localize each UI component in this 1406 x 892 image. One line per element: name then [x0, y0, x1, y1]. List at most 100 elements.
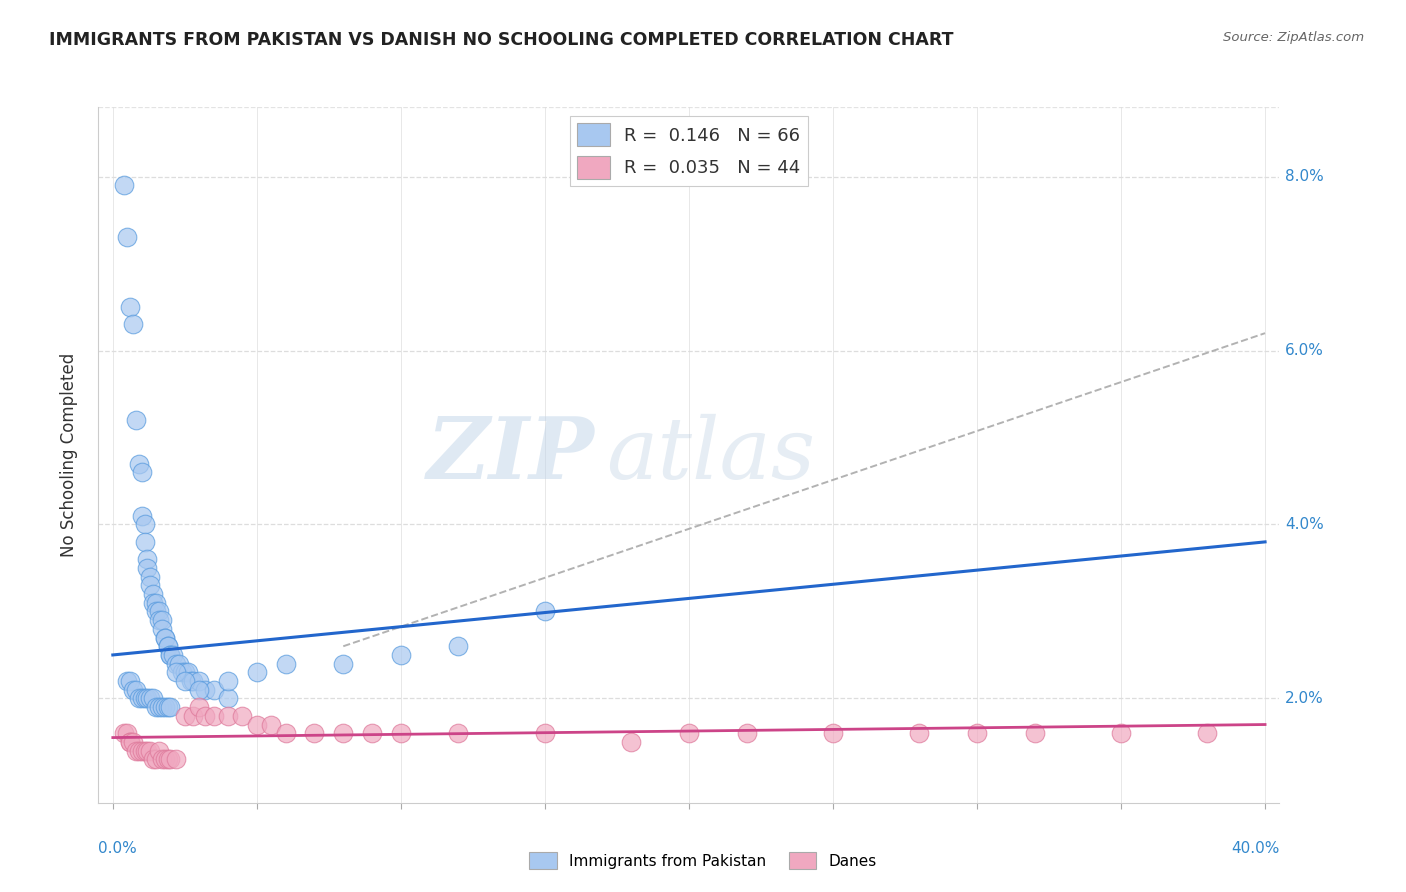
Point [361, 726, 384, 740]
Point [153, 631, 176, 645]
Point [112, 178, 135, 193]
Point [159, 648, 181, 662]
Point [678, 726, 700, 740]
Point [156, 639, 179, 653]
Point [150, 622, 173, 636]
Point [183, 674, 205, 689]
Point [145, 752, 167, 766]
Point [159, 700, 181, 714]
Point [120, 735, 142, 749]
Point [150, 752, 173, 766]
Point [153, 752, 176, 766]
Point [332, 657, 354, 671]
Point [966, 726, 988, 740]
Point [122, 318, 145, 332]
Point [274, 726, 297, 740]
Point [131, 691, 153, 706]
Point [134, 517, 156, 532]
Text: atlas: atlas [606, 414, 815, 496]
Point [128, 457, 150, 471]
Point [1024, 726, 1046, 740]
Point [534, 726, 557, 740]
Point [145, 596, 167, 610]
Point [217, 708, 239, 723]
Point [246, 717, 269, 731]
Point [180, 674, 202, 689]
Text: 4.0%: 4.0% [1285, 517, 1324, 532]
Point [120, 735, 142, 749]
Point [202, 708, 225, 723]
Point [153, 631, 176, 645]
Point [112, 726, 135, 740]
Point [153, 700, 176, 714]
Point [217, 674, 239, 689]
Point [173, 665, 195, 680]
Point [159, 648, 181, 662]
Point [188, 682, 211, 697]
Point [122, 682, 145, 697]
Point [188, 674, 211, 689]
Point [136, 744, 159, 758]
Point [139, 691, 162, 706]
Point [156, 752, 179, 766]
Point [170, 665, 193, 680]
Point [156, 639, 179, 653]
Point [177, 665, 200, 680]
Point [1197, 726, 1219, 740]
Point [136, 561, 159, 575]
Point [134, 744, 156, 758]
Point [150, 700, 173, 714]
Point [167, 657, 190, 671]
Point [120, 674, 142, 689]
Point [145, 605, 167, 619]
Point [447, 726, 470, 740]
Point [142, 691, 165, 706]
Text: 2.0%: 2.0% [1285, 691, 1324, 706]
Text: 0.0%: 0.0% [98, 841, 138, 856]
Legend: R =  0.146   N = 66, R =  0.035   N = 44: R = 0.146 N = 66, R = 0.035 N = 44 [569, 116, 808, 186]
Point [139, 569, 162, 583]
Point [332, 726, 354, 740]
Point [142, 752, 165, 766]
Text: 40.0%: 40.0% [1232, 841, 1279, 856]
Point [134, 534, 156, 549]
Point [142, 587, 165, 601]
Point [165, 752, 187, 766]
Point [125, 744, 148, 758]
Point [202, 682, 225, 697]
Point [145, 700, 167, 714]
Point [389, 648, 412, 662]
Point [183, 708, 205, 723]
Point [165, 657, 187, 671]
Point [142, 596, 165, 610]
Point [128, 744, 150, 758]
Point [148, 613, 170, 627]
Point [274, 657, 297, 671]
Point [304, 726, 326, 740]
Point [246, 665, 269, 680]
Point [620, 735, 643, 749]
Point [194, 708, 217, 723]
Point [139, 578, 162, 592]
Point [173, 708, 195, 723]
Point [165, 665, 187, 680]
Point [173, 674, 195, 689]
Point [534, 605, 557, 619]
Point [122, 735, 145, 749]
Point [156, 700, 179, 714]
Point [125, 682, 148, 697]
Point [389, 726, 412, 740]
Point [115, 726, 138, 740]
Point [150, 613, 173, 627]
Point [188, 700, 211, 714]
Point [131, 744, 153, 758]
Point [134, 691, 156, 706]
Point [148, 744, 170, 758]
Text: Source: ZipAtlas.com: Source: ZipAtlas.com [1223, 31, 1364, 45]
Point [908, 726, 931, 740]
Point [128, 691, 150, 706]
Text: IMMIGRANTS FROM PAKISTAN VS DANISH NO SCHOOLING COMPLETED CORRELATION CHART: IMMIGRANTS FROM PAKISTAN VS DANISH NO SC… [49, 31, 953, 49]
Text: 8.0%: 8.0% [1285, 169, 1324, 184]
Point [260, 717, 283, 731]
Point [148, 605, 170, 619]
